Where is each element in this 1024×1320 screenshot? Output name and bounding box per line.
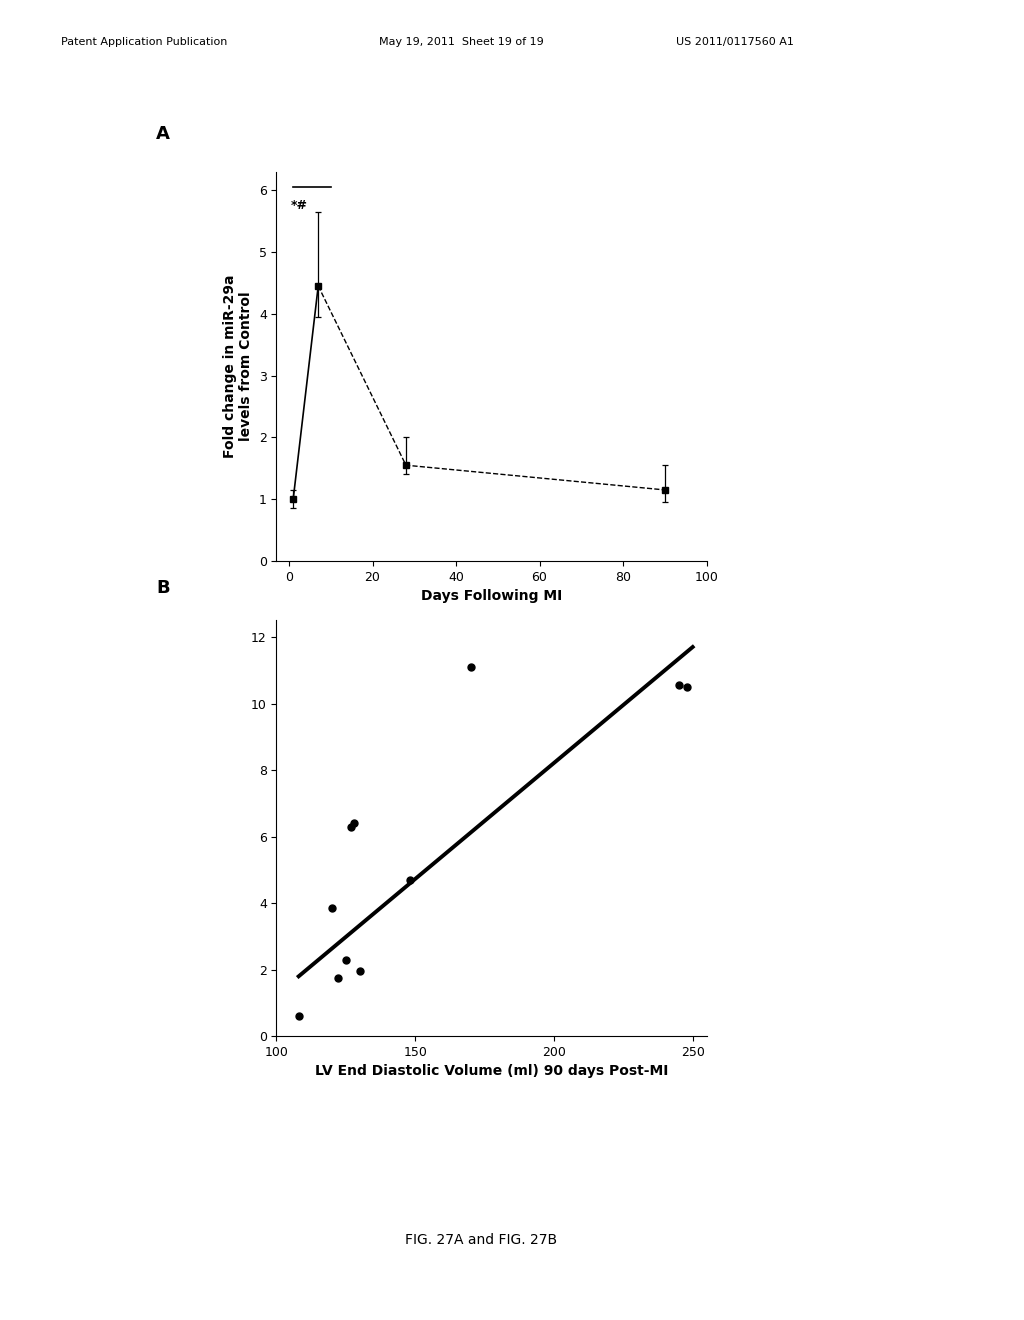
Text: US 2011/0117560 A1: US 2011/0117560 A1 [676,37,794,48]
Text: FIG. 27A and FIG. 27B: FIG. 27A and FIG. 27B [406,1233,557,1247]
Point [338,949,354,970]
X-axis label: LV End Diastolic Volume (ml) 90 days Post-MI: LV End Diastolic Volume (ml) 90 days Pos… [314,1064,669,1078]
Point [351,961,368,982]
Point [291,1006,307,1027]
Text: B: B [156,578,170,597]
X-axis label: Days Following MI: Days Following MI [421,589,562,603]
Text: *#: *# [291,199,308,213]
Point [463,656,479,677]
Text: May 19, 2011  Sheet 19 of 19: May 19, 2011 Sheet 19 of 19 [379,37,544,48]
Point [401,870,418,891]
Point [324,898,340,919]
Y-axis label: Fold change in miR-29a
levels from Control: Fold change in miR-29a levels from Contr… [223,275,253,458]
Point [671,675,687,696]
Text: Patent Application Publication: Patent Application Publication [61,37,227,48]
Point [330,968,346,989]
Text: A: A [156,125,170,143]
Point [343,816,359,837]
Point [679,676,695,697]
Point [346,813,362,834]
